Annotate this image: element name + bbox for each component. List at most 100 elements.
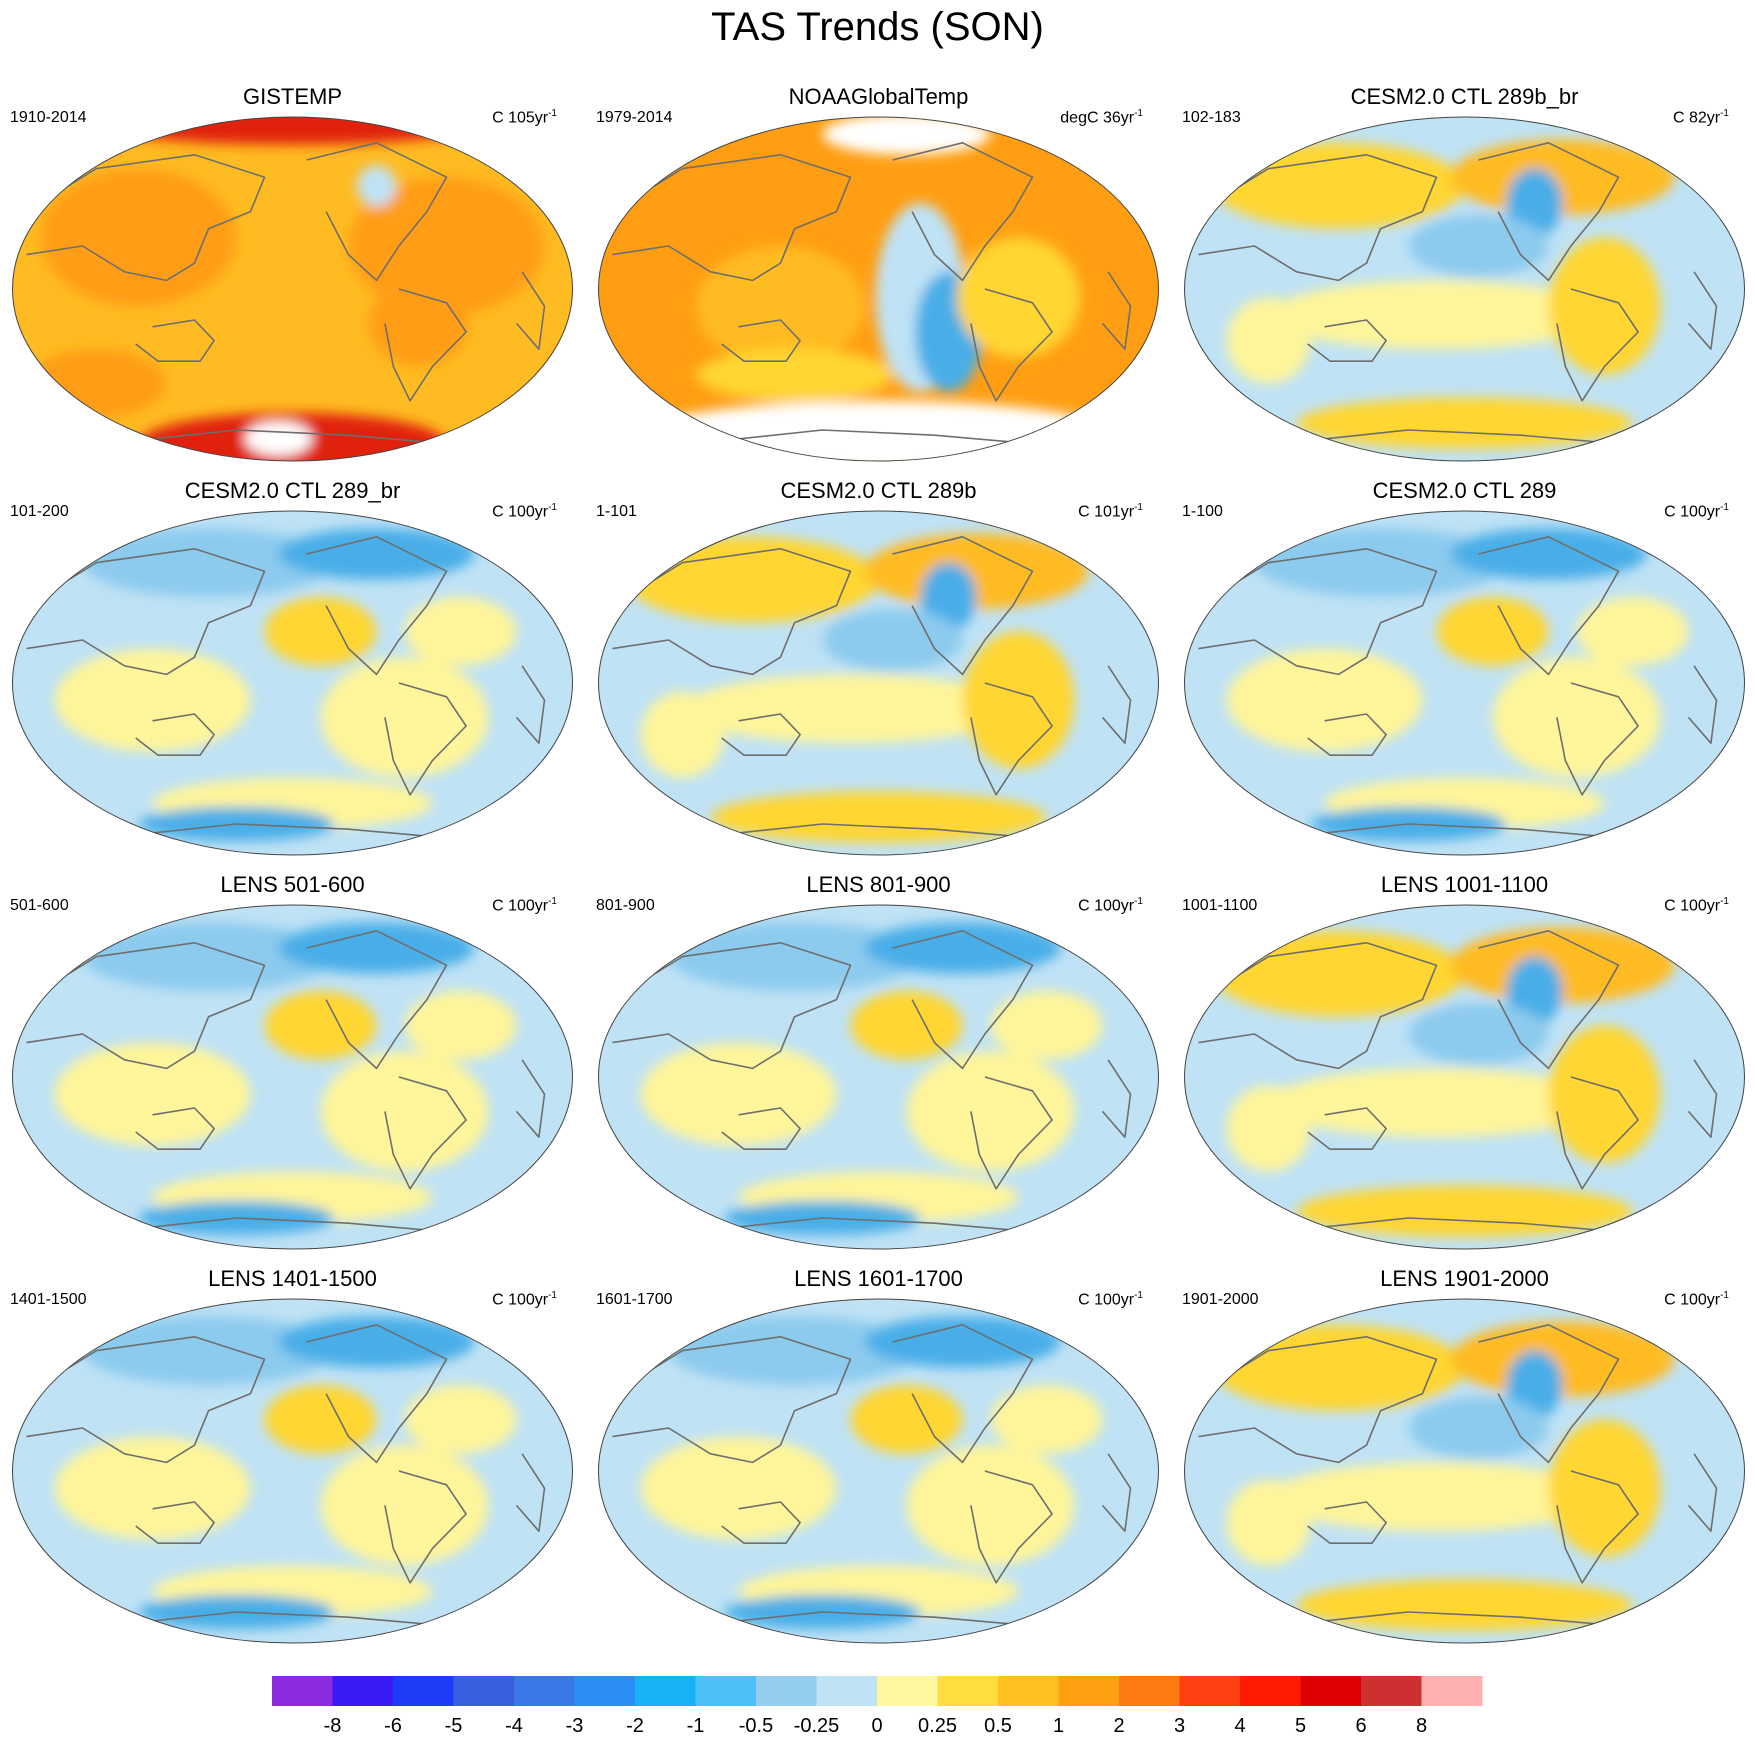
coastline	[1478, 929, 1620, 1070]
panel-units: C 105yr-1	[492, 104, 557, 128]
trend-region	[640, 1042, 837, 1146]
trend-region	[1506, 956, 1563, 1026]
trend-region	[906, 1445, 1075, 1566]
colorbar-label: -1	[687, 1715, 705, 1737]
panel-title: CESM2.0 CTL 289_br	[184, 478, 401, 503]
trend-map	[12, 116, 573, 462]
coastline	[1556, 288, 1639, 402]
colorbar-label: 0	[871, 1715, 882, 1737]
map-outline	[598, 1298, 1159, 1644]
map-panel: CESM2.0 CTL 289b 1-101 C 101yr-1	[586, 478, 1171, 870]
trend-region	[96, 117, 489, 145]
trend-region	[82, 528, 335, 597]
colorbar-label: -3	[566, 1715, 584, 1737]
panel-units-text: C 82yr	[1672, 109, 1721, 127]
panel-period: 1601-1700	[596, 1291, 673, 1308]
coastline	[970, 682, 1053, 796]
coastline	[384, 1076, 467, 1190]
colorbar-swatch	[1179, 1676, 1241, 1706]
trend-region	[668, 922, 921, 991]
coastline	[724, 1611, 1033, 1627]
coastline	[138, 429, 447, 445]
trend-region	[82, 922, 335, 991]
coastline	[1310, 1611, 1619, 1627]
panel-units-exponent: -1	[548, 1290, 557, 1301]
trend-region	[320, 1051, 489, 1172]
colorbar-swatch	[635, 1676, 696, 1706]
trend-region	[1296, 397, 1633, 449]
panel-units: C 100yr-1	[1078, 892, 1143, 916]
coastline	[970, 1470, 1053, 1584]
map-panel: LENS 501-600 501-600 C 100yr-1	[0, 872, 585, 1264]
trend-region	[404, 991, 517, 1060]
coastline	[1101, 271, 1132, 350]
trend-region	[1408, 1003, 1549, 1065]
panel-units: C 100yr-1	[1664, 498, 1729, 522]
colorbar-label: 0.25	[918, 1715, 957, 1737]
trend-region	[640, 1436, 837, 1540]
trend-region	[1548, 1419, 1661, 1557]
colorbar-label: 0.5	[984, 1715, 1012, 1737]
panel-title: LENS 1001-1100	[1380, 872, 1549, 897]
trend-region	[640, 691, 725, 778]
panel-units-exponent: -1	[1720, 1290, 1729, 1301]
coastline	[384, 682, 467, 796]
trend-map	[1184, 510, 1745, 856]
trend-region	[710, 791, 1047, 843]
trend-region	[1268, 1462, 1605, 1532]
trend-region	[404, 597, 517, 666]
coastline	[1687, 1453, 1718, 1532]
panel-units-text: C 100yr	[492, 897, 549, 915]
trend-region	[864, 533, 1089, 610]
trend-region	[1296, 1185, 1633, 1237]
map-panel: LENS 1901-2000 1901-2000 C 100yr-1	[1172, 1266, 1755, 1658]
trend-map	[12, 510, 573, 856]
colorbar-swatch	[514, 1676, 575, 1706]
colorbar-label: 5	[1295, 1715, 1306, 1737]
panel-period: 801-900	[596, 897, 655, 914]
panel-units-exponent: -1	[1134, 896, 1143, 907]
colorbar-swatch	[816, 1676, 878, 1706]
coastline	[135, 319, 215, 362]
map-outline	[1184, 116, 1745, 462]
panel-title: NOAAGlobalTemp	[788, 84, 969, 109]
coastline	[892, 1323, 1034, 1464]
trend-region	[1226, 297, 1311, 384]
coastline	[1198, 941, 1438, 1070]
coastline	[1101, 1059, 1132, 1138]
panel-units-exponent: -1	[1134, 1290, 1143, 1301]
panel-units-text: C 100yr	[1664, 503, 1721, 521]
coastline	[306, 1323, 448, 1464]
map-panel: CESM2.0 CTL 289b_br 102-183 C 82yr-1	[1172, 84, 1755, 476]
map-panel: CESM2.0 CTL 289_br 101-200 C 100yr-1	[0, 478, 585, 870]
panel-title: LENS 1601-1700	[794, 1266, 963, 1291]
panel-units-exponent: -1	[1134, 502, 1143, 513]
coastline	[306, 141, 448, 282]
trend-region	[40, 168, 237, 307]
colorbar-swatch	[695, 1676, 757, 1706]
panel-units-text: C 105yr	[492, 109, 549, 127]
colorbar-swatch	[1361, 1676, 1422, 1706]
trend-region	[1506, 168, 1563, 238]
coastline	[1101, 665, 1132, 744]
panel-units: C 100yr-1	[1078, 1286, 1143, 1310]
panel-period: 1-101	[596, 503, 637, 520]
trend-region	[1492, 657, 1661, 778]
trend-region	[920, 562, 977, 632]
panel-units: degC 36yr-1	[1060, 104, 1143, 128]
trend-region	[1450, 1321, 1675, 1398]
coastline	[1478, 535, 1620, 676]
panel-units-text: C 100yr	[492, 503, 549, 521]
trend-region	[1296, 1579, 1633, 1631]
colorbar-label: 8	[1416, 1715, 1427, 1737]
trend-region	[626, 536, 879, 623]
map-outline	[12, 510, 573, 856]
panel-units-exponent: -1	[1134, 108, 1143, 119]
panel-units: C 100yr-1	[492, 498, 557, 522]
coastline	[515, 665, 546, 744]
panel-units-text: C 100yr	[492, 1291, 549, 1309]
trend-region	[54, 1042, 251, 1146]
coastline	[892, 929, 1034, 1070]
colorbar-label: 2	[1113, 1715, 1124, 1737]
panel-units-exponent: -1	[548, 896, 557, 907]
